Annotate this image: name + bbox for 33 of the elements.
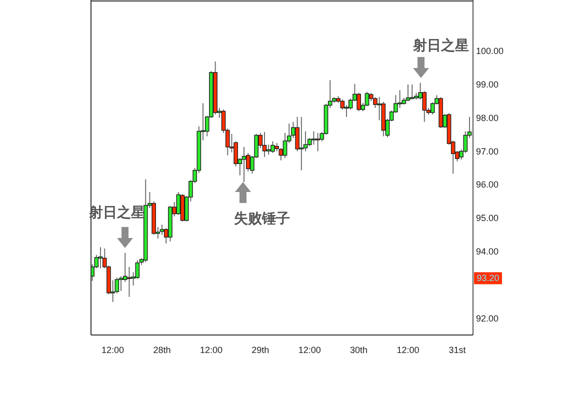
- candlestick: [160, 224, 164, 236]
- y-tick-label: 97.00: [476, 146, 499, 156]
- candlestick: [299, 116, 304, 171]
- x-tick-label: 30th: [350, 345, 368, 355]
- candlestick: [316, 132, 320, 152]
- x-tick-label: 29th: [252, 345, 270, 355]
- candlestick: [270, 140, 275, 154]
- candlestick: [266, 144, 271, 156]
- candlestick: [242, 146, 246, 183]
- candlestick: [410, 84, 414, 100]
- x-tick-label: 12:00: [102, 345, 124, 355]
- x-tick-label: 12:00: [298, 345, 321, 355]
- annotation: 射日之星: [412, 37, 469, 53]
- annotation: 93.20: [476, 273, 500, 284]
- candlestick: [127, 266, 132, 298]
- candlestick: [262, 131, 267, 158]
- y-tick-label: 96.00: [476, 180, 499, 190]
- y-tick-label: 95.00: [476, 213, 499, 224]
- candlestick: [406, 84, 410, 102]
- y-tick-label: 100.00: [476, 46, 504, 56]
- y-tick-label: 98.00: [476, 112, 499, 123]
- y-tick-label: 92.00: [476, 313, 499, 324]
- x-tick-label: 12:00: [200, 345, 222, 355]
- candlestick: [312, 130, 316, 146]
- candlestick: [98, 246, 103, 269]
- candlestick: [364, 91, 370, 107]
- annotation: 失败锤子: [234, 210, 290, 226]
- y-tick-label: 99.00: [476, 80, 499, 90]
- x-tick-label: 12:00: [396, 345, 420, 355]
- candlestick: [118, 276, 124, 292]
- x-tick-label: 31st: [448, 345, 466, 355]
- x-tick-label: 28th: [153, 345, 171, 355]
- y-tick-label: 94.00: [476, 246, 499, 256]
